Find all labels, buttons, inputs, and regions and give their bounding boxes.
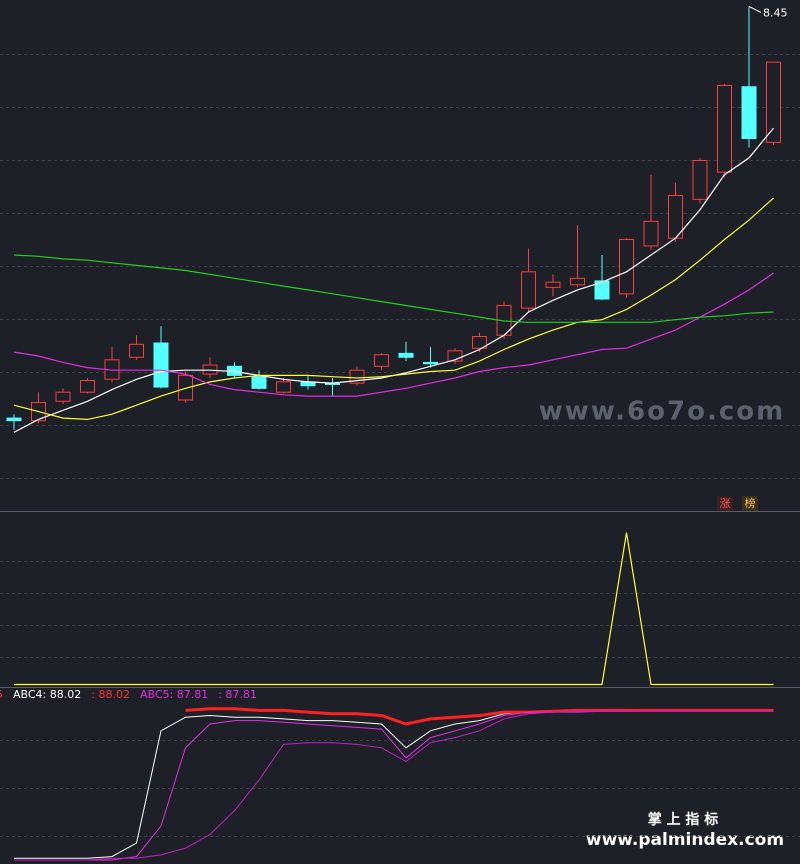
legend-entry: ABC4: 88.02 — [13, 688, 81, 701]
series-line — [13, 272, 774, 397]
candle-body — [55, 391, 71, 402]
badge: 榜 — [745, 496, 756, 510]
series-line — [14, 710, 774, 861]
badge-bg — [717, 496, 733, 511]
label-leader — [748, 6, 762, 13]
legend-entry: ABC5: 87.81 — [140, 688, 208, 701]
candle-body — [202, 364, 218, 375]
badge: 涨 — [720, 497, 731, 510]
candle-body — [447, 350, 463, 362]
candle-body — [619, 238, 634, 295]
watermark: www.palmindex.com — [586, 830, 784, 850]
candle-body — [251, 376, 267, 389]
legend-entry: 5 — [0, 688, 3, 701]
candle-body — [398, 352, 414, 358]
candle-body — [153, 342, 169, 388]
legend-entry: : 87.81 — [218, 688, 257, 701]
candle-body — [741, 86, 757, 140]
candle-body — [692, 160, 708, 200]
candle-body — [178, 374, 193, 401]
candle-body — [80, 380, 95, 393]
candle-body — [717, 84, 732, 173]
candle-body — [766, 61, 781, 143]
candle-body — [129, 343, 144, 358]
series-line — [13, 254, 774, 323]
candle-body — [594, 280, 610, 300]
candle-body — [6, 417, 22, 422]
candle-body — [570, 277, 585, 286]
badge-bg — [742, 496, 758, 511]
watermark: www.6o7o.com — [539, 397, 785, 427]
series-line — [14, 532, 774, 686]
candle-body — [545, 281, 561, 288]
candle-body — [472, 336, 487, 349]
watermark: 掌 上 指 标 — [648, 811, 719, 828]
candle-body — [423, 361, 438, 365]
high-label: 8.45 — [763, 6, 788, 19]
candle-body — [521, 271, 536, 309]
legend-entry: : 88.02 — [91, 688, 130, 701]
candle-body — [643, 220, 659, 247]
candle-body — [276, 381, 291, 393]
candle-body — [374, 354, 389, 367]
series-line — [13, 197, 774, 421]
